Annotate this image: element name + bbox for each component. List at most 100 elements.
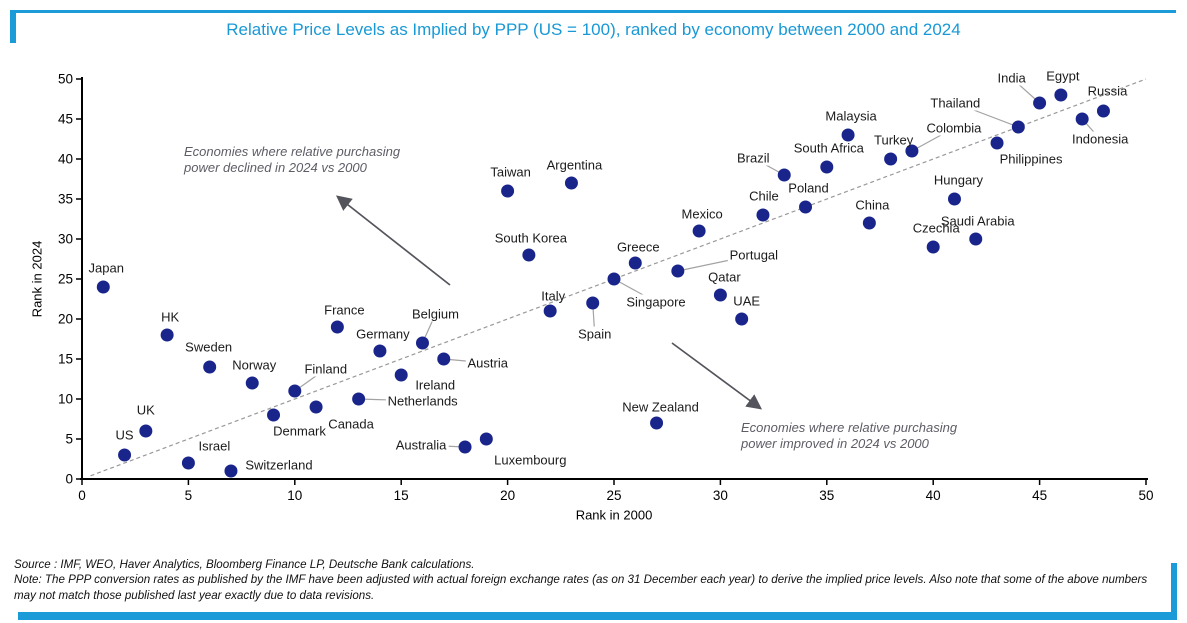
annotation-improved-line1: Economies where relative purchasing (741, 420, 958, 435)
data-point-australia (458, 440, 472, 454)
data-point-canada (309, 400, 323, 414)
data-point-south-africa (820, 160, 834, 174)
point-label-south-korea: South Korea (494, 230, 568, 246)
x-axis-title: Rank in 2000 (575, 507, 653, 523)
point-label-china: China (855, 197, 890, 213)
annotation-improved-line2: power improved in 2024 vs 2000 (741, 435, 929, 451)
data-point-spain (586, 296, 600, 310)
data-point-malaysia (841, 128, 855, 142)
point-label-finland: Finland (302, 361, 350, 377)
y-axis-title: Rank in 2024 (29, 240, 45, 318)
x-tick-label-50: 50 (1138, 488, 1154, 503)
data-point-new-zealand (650, 416, 664, 430)
point-label-philippines: Philippines (999, 151, 1063, 167)
data-point-uae (735, 312, 749, 326)
frame-topleft-bar (10, 10, 16, 43)
point-label-israel: Israel (198, 438, 231, 454)
frame-bottom-bar (18, 612, 1177, 620)
point-label-saudi-arabia: Saudi Arabia (940, 213, 1015, 229)
footer: Source : IMF, WEO, Haver Analytics, Bloo… (14, 557, 1166, 603)
point-label-italy: Italy (541, 288, 566, 304)
x-tick-label-0: 0 (78, 488, 86, 503)
x-tick-label-20: 20 (500, 488, 516, 503)
data-point-italy (543, 304, 557, 318)
data-point-portugal (671, 264, 685, 278)
x-tick-label-10: 10 (287, 488, 303, 503)
point-label-qatar: Qatar (708, 269, 741, 285)
data-point-brazil (777, 168, 791, 182)
annotation-declined: Economies where relative purchasing powe… (184, 144, 400, 175)
y-tick-label-40: 40 (57, 151, 73, 167)
annotation-improved: Economies where relative purchasing powe… (741, 420, 957, 451)
point-label-austria: Austria (465, 355, 510, 371)
data-point-argentina (564, 176, 578, 190)
improved-arrow (671, 342, 763, 410)
data-point-saudi-arabia (969, 232, 983, 246)
data-point-india (1033, 96, 1047, 110)
data-point-qatar (713, 288, 727, 302)
point-label-chile: Chile (749, 188, 779, 204)
point-label-norway: Norway (232, 357, 277, 373)
data-point-sweden (203, 360, 217, 374)
point-label-poland: Poland (788, 180, 829, 196)
y-tick-label-50: 50 (57, 71, 73, 87)
y-tick-label-25: 25 (57, 271, 73, 287)
point-label-belgium: Belgium (409, 306, 461, 322)
point-label-denmark: Denmark (273, 423, 326, 439)
point-label-us: US (115, 427, 134, 443)
data-point-czechia (926, 240, 940, 254)
data-point-us (118, 448, 132, 462)
data-point-netherlands (352, 392, 366, 406)
data-point-denmark (267, 408, 281, 422)
point-label-hungary: Hungary (933, 172, 984, 188)
point-label-czechia: Czechia (912, 220, 960, 236)
data-point-south-korea (522, 248, 536, 262)
data-point-poland (799, 200, 813, 214)
data-point-ireland (394, 368, 408, 382)
point-label-india: India (995, 70, 1028, 86)
point-label-spain: Spain (576, 326, 614, 342)
point-label-germany: Germany (356, 326, 410, 342)
point-label-argentina: Argentina (546, 157, 603, 173)
data-point-colombia (905, 144, 919, 158)
y-tick-label-35: 35 (57, 191, 73, 207)
point-label-malaysia: Malaysia (825, 108, 877, 124)
point-label-russia: Russia (1087, 83, 1128, 99)
point-label-australia: Australia (393, 437, 449, 453)
y-tick-label-45: 45 (57, 111, 73, 127)
data-point-indonesia (1075, 112, 1089, 126)
y-tick-label-30: 30 (57, 231, 73, 247)
y-tick-label-10: 10 (57, 391, 73, 407)
data-point-israel (181, 456, 195, 470)
frame-top-line (10, 10, 1176, 13)
chart-title: Relative Price Levels as Implied by PPP … (226, 20, 961, 39)
point-label-south-africa: South Africa (793, 140, 864, 156)
point-label-hk: HK (161, 309, 180, 325)
point-label-france: France (324, 302, 365, 318)
data-point-greece (628, 256, 642, 270)
point-label-colombia: Colombia (924, 120, 984, 136)
point-label-thailand: Thailand (928, 95, 983, 111)
data-point-austria (437, 352, 451, 366)
data-point-egypt (1054, 88, 1068, 102)
data-point-norway (245, 376, 259, 390)
data-point-switzerland (224, 464, 238, 478)
point-label-brazil: Brazil (734, 150, 772, 166)
data-point-hungary (947, 192, 961, 206)
data-point-mexico (692, 224, 706, 238)
x-tick-label-25: 25 (606, 488, 622, 503)
annotation-declined-line1: Economies where relative purchasing (184, 144, 401, 159)
point-label-netherlands: Netherlands (385, 393, 460, 409)
x-tick-label-45: 45 (1032, 488, 1048, 503)
point-label-indonesia: Indonesia (1069, 131, 1131, 147)
data-point-belgium (415, 336, 429, 350)
footer-source-line: Source : IMF, WEO, Haver Analytics, Bloo… (14, 558, 475, 571)
data-point-china (862, 216, 876, 230)
data-point-hk (160, 328, 174, 342)
data-point-france (330, 320, 344, 334)
x-tick-label-35: 35 (819, 488, 835, 503)
data-point-philippines (990, 136, 1004, 150)
frame-bottomright-bar (1171, 563, 1177, 620)
data-point-chile (756, 208, 770, 222)
point-label-luxembourg: Luxembourg (494, 452, 567, 468)
